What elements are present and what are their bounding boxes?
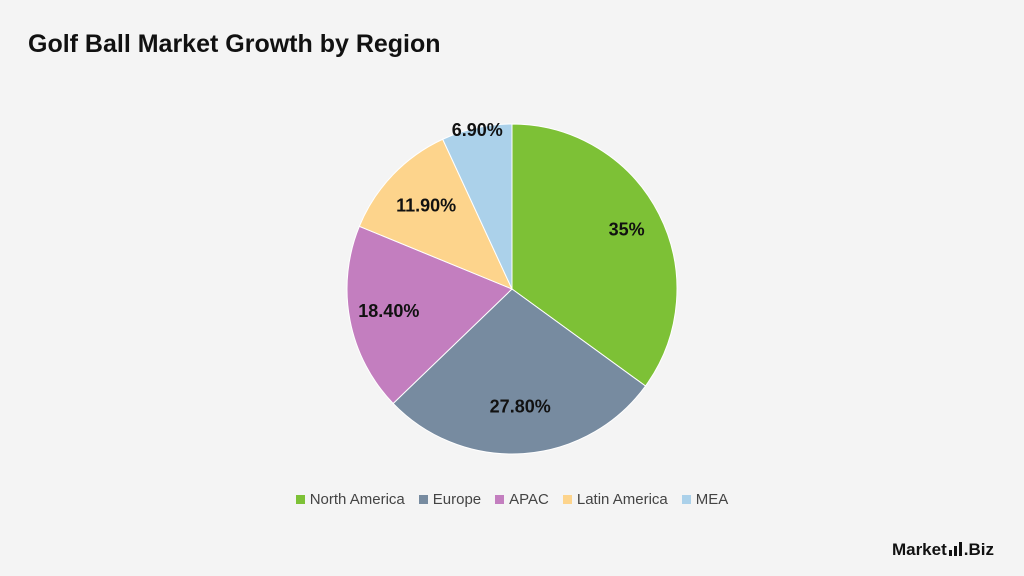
pie-slice-north-america <box>511 123 678 387</box>
pie-slice-apac <box>346 225 513 405</box>
legend-item-latin-america: Latin America <box>562 491 668 508</box>
legend-label: Latin America <box>576 491 668 508</box>
legend-label: Europe <box>432 491 482 508</box>
legend-item-north-america: North America <box>295 491 405 508</box>
pie-slice-europe <box>392 288 647 455</box>
chart-title: Golf Ball Market Growth by Region <box>28 30 441 58</box>
data-label: 6.90% <box>452 120 503 140</box>
legend-swatch <box>418 495 428 504</box>
legend-swatch <box>295 495 305 504</box>
legend-label: APAC <box>509 491 549 508</box>
data-label: 27.80% <box>490 396 551 416</box>
data-label: 11.90% <box>396 196 456 216</box>
pie-slice-latin-america <box>358 138 513 290</box>
bar-chart-icon <box>948 542 962 556</box>
legend-swatch <box>562 495 572 504</box>
brand-text-market: Market <box>891 540 947 559</box>
legend-item-europe: Europe <box>418 491 482 508</box>
pie-slice-mea <box>442 123 513 290</box>
legend-label: North America <box>309 491 405 508</box>
brand-text-biz: .Biz <box>963 540 994 559</box>
data-label: 35% <box>609 219 645 239</box>
legend-label: MEA <box>695 491 729 508</box>
legend-item-mea: MEA <box>681 491 729 508</box>
brand-logo: Market .Biz <box>892 540 994 560</box>
legend-item-apac: APAC <box>495 491 549 508</box>
data-label: 18.40% <box>358 301 419 321</box>
legend-swatch <box>681 495 691 504</box>
legend-swatch <box>495 495 505 504</box>
legend: North America Europe APAC Latin America … <box>0 491 1024 508</box>
